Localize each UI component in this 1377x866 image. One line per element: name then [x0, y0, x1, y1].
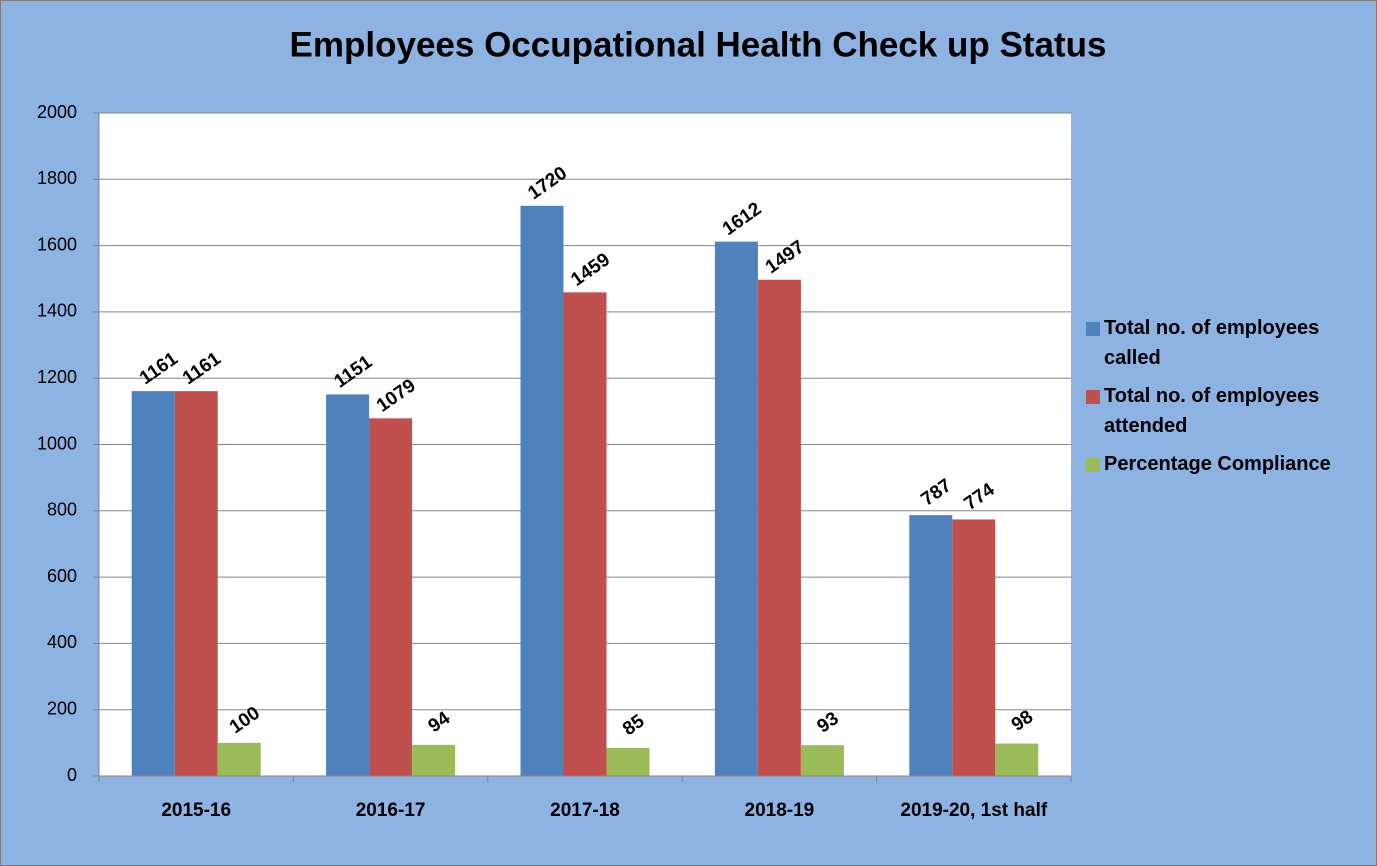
- y-tick-label: 400: [47, 632, 77, 652]
- y-tick-label: 1200: [37, 367, 77, 387]
- legend-label: Total no. of employees attended: [1104, 385, 1320, 437]
- legend-item: Total no. of employees attended: [1086, 381, 1371, 441]
- y-tick-label: 1600: [37, 234, 77, 254]
- bar: [800, 745, 844, 776]
- legend-label: Percentage Compliance: [1104, 453, 1331, 475]
- bar: [757, 279, 801, 776]
- y-tick-label: 800: [47, 500, 77, 520]
- legend-swatch: [1086, 390, 1100, 404]
- bar: [714, 241, 758, 776]
- chart-title: Employees Occupational Health Check up S…: [290, 25, 1107, 64]
- bar: [412, 744, 456, 776]
- bar: [995, 743, 1039, 776]
- x-tick-label: 2018-19: [744, 800, 815, 821]
- y-tick-label: 1000: [37, 433, 77, 453]
- legend-item: Total no. of employees called: [1086, 313, 1371, 373]
- bar: [520, 205, 564, 776]
- y-tick-label: 1800: [37, 168, 77, 188]
- y-tick-label: 0: [67, 765, 77, 785]
- y-tick-label: 1400: [37, 301, 77, 321]
- legend-swatch: [1086, 322, 1100, 336]
- x-tick-label: 2017-18: [550, 800, 620, 821]
- bar: [606, 747, 650, 776]
- bar: [952, 519, 996, 776]
- legend-label: Total no. of employees called: [1104, 317, 1320, 369]
- y-tick-label: 200: [47, 698, 77, 718]
- bar: [369, 418, 413, 776]
- legend-item: Percentage Compliance: [1086, 449, 1371, 479]
- bar: [563, 292, 607, 776]
- y-tick-label: 600: [47, 566, 77, 586]
- x-tick-label: 2015-16: [161, 800, 232, 821]
- bar: [217, 742, 261, 776]
- legend-swatch: [1086, 458, 1100, 472]
- bar: [131, 391, 175, 776]
- y-tick-label: 2000: [37, 102, 77, 122]
- bar: [174, 391, 218, 776]
- bar: [909, 515, 953, 776]
- legend: Total no. of employees called Total no. o…: [1086, 313, 1371, 487]
- x-tick-label: 2019-20, 1st half: [900, 800, 1048, 821]
- bar: [326, 394, 370, 776]
- x-tick-label: 2016-17: [355, 800, 426, 821]
